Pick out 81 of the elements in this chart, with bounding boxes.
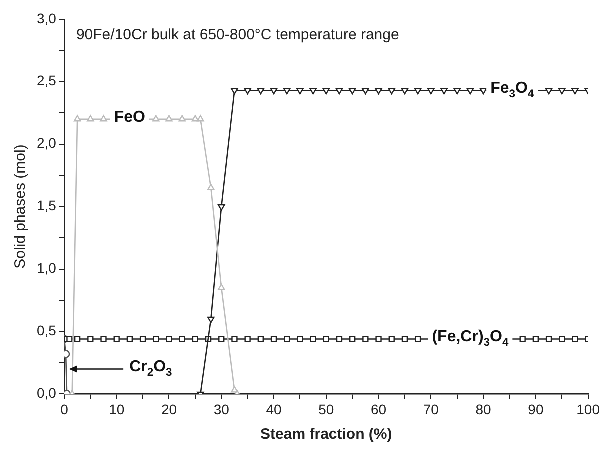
point [336, 88, 344, 95]
point [466, 88, 474, 95]
point [375, 88, 382, 95]
y-tick-label: 2,5 [36, 72, 57, 89]
point [66, 336, 73, 342]
point [350, 336, 356, 342]
point [323, 336, 330, 342]
point [140, 336, 146, 342]
y-tick-label: 0,5 [36, 322, 57, 339]
series-label: FeO [114, 108, 146, 126]
point [74, 336, 81, 342]
point [64, 350, 70, 358]
point [414, 88, 422, 95]
point [283, 88, 291, 95]
x-tick-label: 50 [318, 401, 334, 418]
y-tick-label: 1,0 [36, 260, 57, 276]
point [114, 336, 120, 342]
point [244, 336, 251, 342]
point [258, 336, 264, 342]
point [296, 88, 304, 95]
point [559, 336, 566, 342]
point [270, 336, 278, 342]
point [348, 88, 356, 95]
point [218, 336, 225, 342]
point [480, 88, 488, 95]
point [179, 336, 186, 342]
point [428, 88, 435, 95]
x-tick-label: 10 [109, 401, 125, 418]
x-tick-label: 90 [528, 401, 544, 418]
x-tick-label: 20 [161, 401, 178, 418]
point [440, 88, 448, 95]
x-tick-label: 40 [266, 401, 282, 418]
x-tick-label: 0 [60, 401, 69, 418]
point [388, 336, 395, 342]
text: 90Fe/10Cr bulk at 650-800°C temperature range [76, 26, 400, 44]
point [231, 88, 238, 95]
point [572, 336, 578, 342]
point [218, 204, 226, 211]
x-tick-label: 80 [476, 401, 492, 418]
point [232, 336, 238, 342]
point [257, 88, 265, 95]
point [126, 336, 134, 342]
point [244, 88, 252, 95]
point [297, 336, 304, 342]
y-tick-label: 0,0 [36, 385, 57, 402]
point [520, 336, 526, 342]
point [401, 88, 409, 95]
point [192, 336, 198, 342]
point [362, 336, 369, 342]
y-tick-label: 2,0 [36, 135, 57, 152]
x-tick-label: 30 [214, 401, 230, 418]
point [310, 336, 316, 342]
y-tick-label: 1,5 [36, 198, 57, 214]
x-axis-title: Steam fraction (%) [260, 426, 392, 444]
point [270, 88, 278, 95]
x-tick-label: 60 [370, 401, 387, 418]
point [284, 336, 290, 342]
point [362, 88, 370, 95]
y-axis-title: Solid phases (mol) [12, 144, 30, 269]
point [532, 336, 540, 342]
point [546, 336, 552, 342]
point [414, 336, 422, 342]
point [100, 336, 107, 342]
point [545, 88, 553, 95]
point [402, 336, 408, 342]
point [454, 88, 461, 95]
x-tick-label: 70 [423, 401, 440, 418]
point [336, 336, 343, 342]
point [322, 88, 330, 95]
point [310, 88, 317, 95]
point [88, 336, 94, 342]
point [218, 284, 226, 290]
point [572, 88, 579, 95]
y-tick-label: 3,0 [36, 10, 57, 26]
point [388, 88, 396, 95]
point [166, 336, 172, 342]
point [376, 336, 382, 342]
point [208, 316, 215, 324]
point [558, 88, 566, 95]
point [153, 336, 160, 342]
x-tick-label: 100 [576, 401, 600, 418]
